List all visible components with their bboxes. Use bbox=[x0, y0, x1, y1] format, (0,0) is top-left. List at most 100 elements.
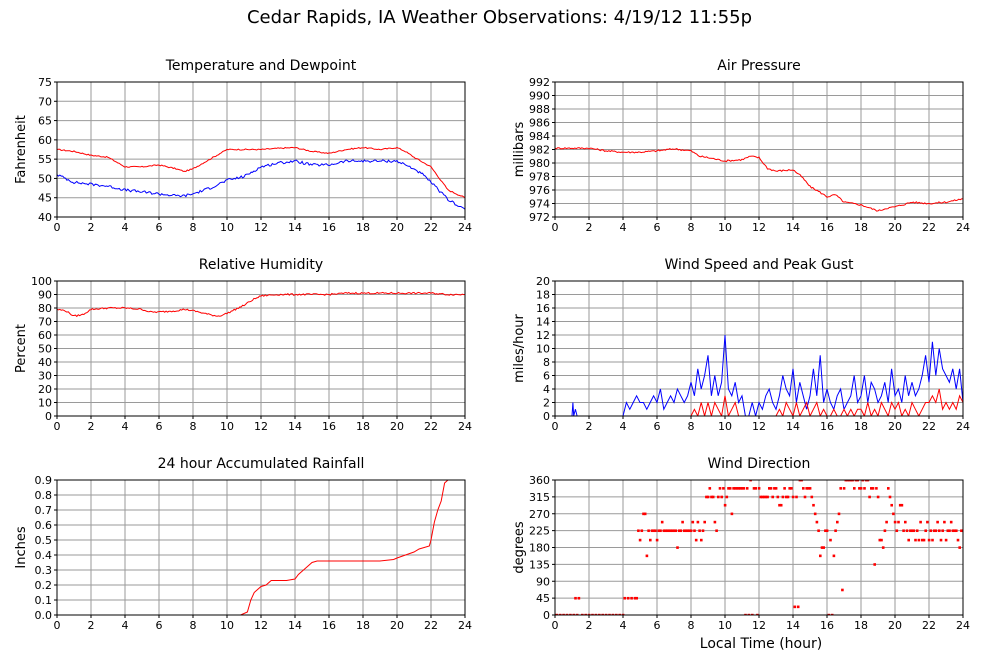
x-tick-label: 10 bbox=[718, 420, 732, 433]
data-point bbox=[883, 529, 887, 533]
data-point bbox=[633, 596, 637, 600]
data-point bbox=[664, 529, 667, 533]
data-point bbox=[786, 495, 790, 499]
series-group bbox=[57, 480, 465, 615]
data-point bbox=[910, 529, 914, 533]
data-point bbox=[728, 487, 732, 490]
y-tick-label: 978 bbox=[529, 171, 550, 184]
data-point bbox=[881, 546, 885, 549]
data-point bbox=[759, 495, 763, 499]
data-point bbox=[635, 596, 638, 600]
data-point bbox=[659, 529, 662, 533]
x-tick-label: 24 bbox=[458, 619, 472, 632]
data-point bbox=[836, 520, 839, 524]
x-tick-label: 8 bbox=[190, 619, 197, 632]
data-point bbox=[805, 487, 808, 490]
data-point bbox=[897, 520, 900, 524]
data-point bbox=[701, 529, 705, 533]
data-point bbox=[802, 487, 805, 490]
data-point bbox=[715, 529, 718, 533]
x-tick-label: 8 bbox=[190, 420, 197, 433]
data-point bbox=[718, 487, 722, 490]
data-point bbox=[825, 529, 829, 533]
data-point bbox=[907, 538, 910, 542]
data-point bbox=[795, 495, 798, 499]
y-tick-label: 90 bbox=[38, 289, 52, 302]
data-point bbox=[740, 487, 744, 490]
y-tick-label: 988 bbox=[529, 103, 550, 116]
data-point bbox=[686, 529, 689, 533]
y-tick-label: 0.0 bbox=[35, 609, 53, 622]
series-group bbox=[57, 146, 465, 210]
data-point bbox=[671, 529, 674, 533]
x-tick-label: 22 bbox=[424, 420, 438, 433]
data-point bbox=[887, 487, 890, 490]
data-point bbox=[895, 529, 899, 533]
data-point bbox=[880, 538, 883, 542]
x-tick-label: 16 bbox=[322, 420, 336, 433]
series-line bbox=[555, 334, 963, 416]
data-point bbox=[575, 613, 579, 615]
data-point bbox=[654, 529, 657, 533]
y-tick-label: 0.9 bbox=[35, 474, 53, 487]
data-point bbox=[587, 613, 591, 615]
x-tick-label: 14 bbox=[786, 221, 800, 234]
data-point bbox=[841, 588, 844, 592]
x-tick-label: 8 bbox=[190, 221, 197, 234]
x-tick-label: 6 bbox=[156, 221, 163, 234]
data-point bbox=[711, 495, 715, 499]
data-point bbox=[830, 613, 834, 615]
series-group bbox=[555, 147, 963, 212]
data-point bbox=[732, 487, 735, 490]
data-point bbox=[927, 538, 931, 542]
y-tick-label: 70 bbox=[38, 95, 52, 108]
y-axis-label: Fahrenheit bbox=[14, 115, 29, 184]
x-tick-label: 4 bbox=[122, 420, 129, 433]
data-point bbox=[655, 538, 659, 542]
y-tick-label: 50 bbox=[38, 343, 52, 356]
x-tick-label: 6 bbox=[654, 221, 661, 234]
data-point bbox=[803, 495, 807, 499]
data-point bbox=[929, 529, 933, 533]
data-point bbox=[951, 529, 955, 533]
data-point bbox=[948, 529, 951, 533]
x-tick-label: 2 bbox=[586, 619, 593, 632]
y-tick-label: 60 bbox=[38, 329, 52, 342]
data-point bbox=[873, 563, 876, 566]
data-point bbox=[817, 529, 820, 533]
x-tick-label: 20 bbox=[888, 221, 902, 234]
y-tick-label: 972 bbox=[529, 211, 550, 224]
data-point bbox=[698, 529, 701, 533]
data-point bbox=[757, 487, 761, 490]
x-tick-label: 10 bbox=[718, 619, 732, 632]
x-tick-label: 14 bbox=[288, 221, 302, 234]
y-tick-label: 30 bbox=[38, 370, 52, 383]
data-point bbox=[672, 529, 676, 533]
data-point bbox=[762, 495, 766, 499]
data-point bbox=[688, 529, 691, 533]
data-point bbox=[766, 495, 769, 499]
data-point bbox=[824, 529, 827, 533]
data-point bbox=[657, 529, 661, 533]
data-point bbox=[705, 495, 708, 499]
data-point bbox=[739, 487, 742, 490]
data-point bbox=[708, 487, 712, 490]
series-line bbox=[57, 291, 465, 318]
chart-title: Wind Direction bbox=[708, 456, 811, 472]
data-point bbox=[807, 487, 810, 490]
data-point bbox=[837, 512, 841, 516]
data-point bbox=[776, 495, 780, 499]
data-point bbox=[890, 503, 893, 507]
data-point bbox=[878, 538, 882, 542]
data-point bbox=[941, 529, 944, 533]
data-point bbox=[720, 495, 723, 499]
data-point bbox=[735, 487, 739, 490]
y-axis-label: Inches bbox=[14, 526, 29, 568]
x-tick-label: 20 bbox=[390, 420, 404, 433]
data-point bbox=[904, 520, 907, 524]
x-tick-label: 14 bbox=[288, 619, 302, 632]
x-tick-label: 16 bbox=[820, 619, 834, 632]
data-point bbox=[722, 487, 725, 490]
x-tick-label: 24 bbox=[956, 420, 970, 433]
y-tick-label: 75 bbox=[38, 76, 52, 89]
